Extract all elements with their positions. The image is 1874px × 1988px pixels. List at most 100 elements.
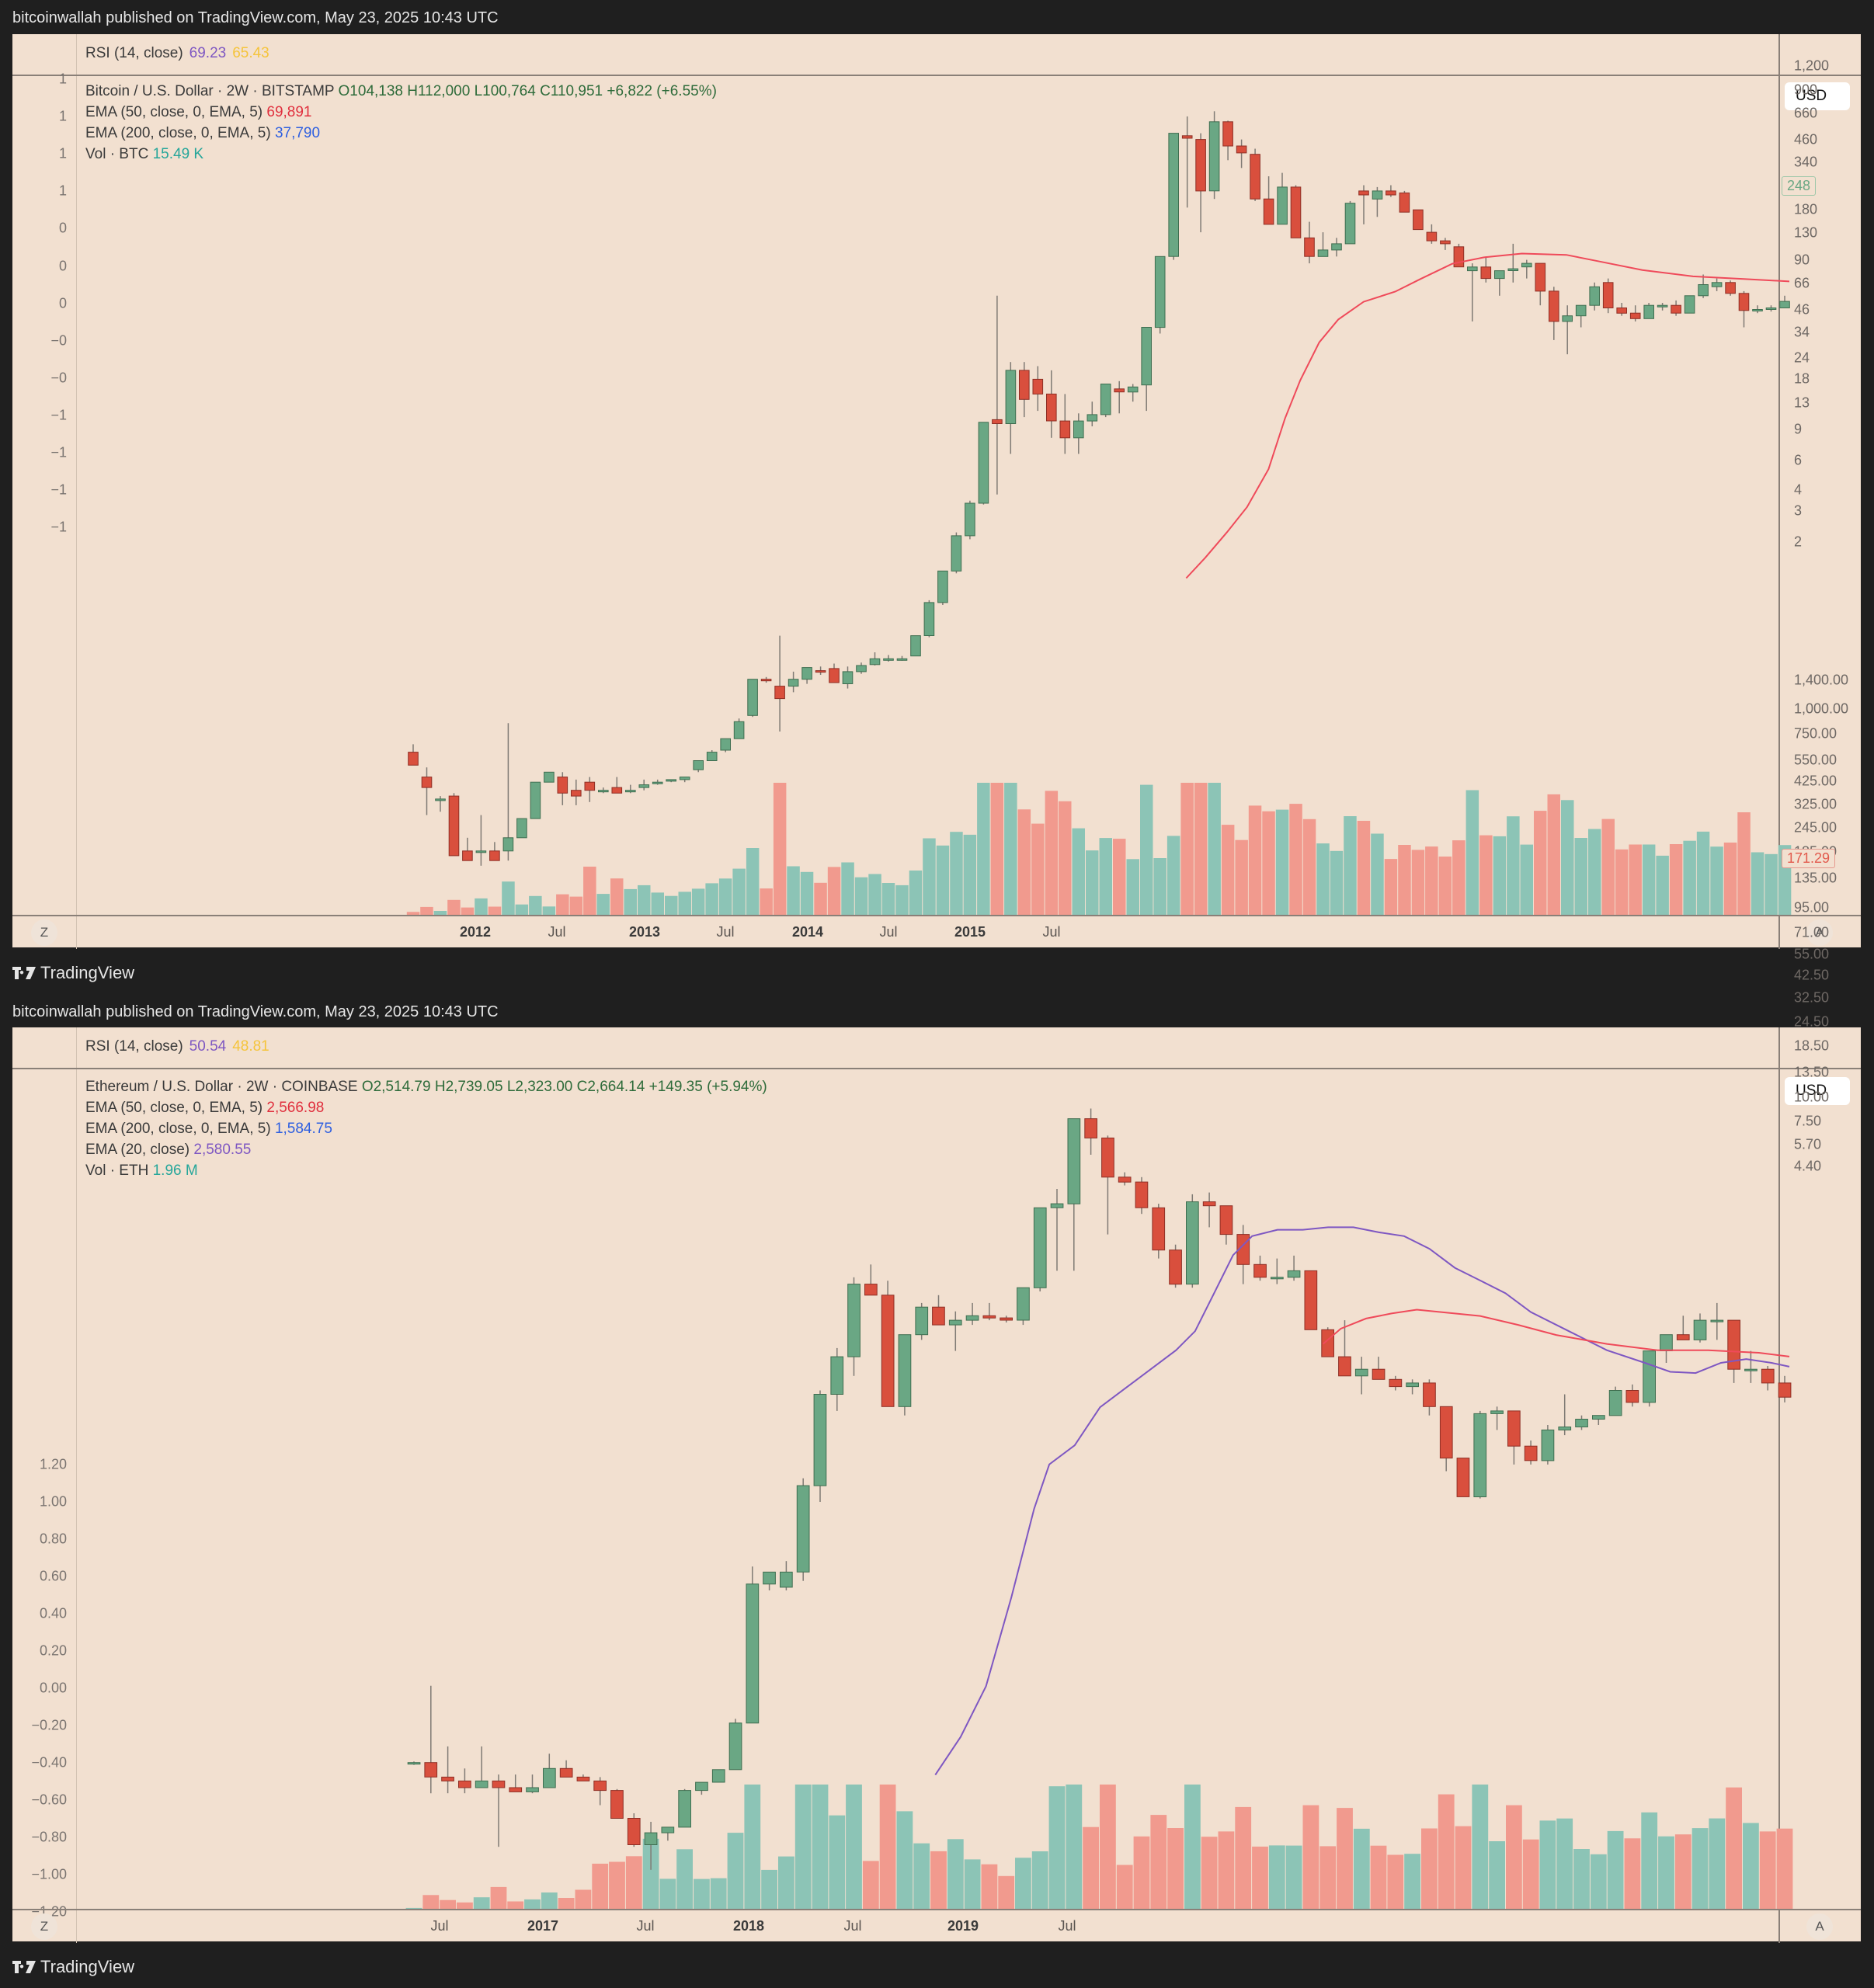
volume-bar [1669, 844, 1683, 915]
candle-body [1575, 1419, 1588, 1427]
volume-bar [773, 783, 787, 915]
volume-bar [718, 878, 732, 915]
volume-bar [1561, 800, 1574, 915]
left-axis-tick: 1 [58, 145, 67, 162]
volume-bar [1438, 1794, 1455, 1909]
candle-body [1005, 370, 1017, 424]
candle-body [638, 784, 650, 788]
candle-body [1549, 290, 1559, 322]
indicator-volume[interactable]: Vol · BTC 15.49 K [85, 144, 717, 165]
currency-button[interactable]: USD [1785, 1077, 1850, 1105]
symbol-line[interactable]: Ethereum / U.S. Dollar · 2W · COINBASE O… [85, 1076, 767, 1097]
volume-bar [1398, 845, 1411, 915]
time-axis-label: 2017 [527, 1918, 559, 1934]
candlestick-plot[interactable] [12, 1027, 1793, 1909]
volume-bar [868, 874, 881, 915]
zoom-reset-button[interactable]: Z [31, 919, 57, 946]
left-axis[interactable]: 1 1 1 1 0 0 0 −0 −0 −1 −1 −1 −1 [12, 71, 77, 915]
rsi-value: 69.23 [189, 45, 227, 61]
volume-bar [502, 881, 515, 915]
candle-body [1413, 209, 1424, 231]
candlestick-plot[interactable] [12, 34, 1792, 915]
left-axis[interactable]: 1.20 1.00 0.80 0.60 0.40 0.20 0.00 −0.20 −0.40 −0… [12, 1069, 77, 1920]
price-axis-tick: 95.00 [1794, 899, 1830, 916]
volume-bar [1099, 838, 1112, 915]
candle-body [1152, 1207, 1166, 1251]
volume-bar [862, 1861, 879, 1909]
volume-bar [461, 907, 475, 915]
volume-bar [1539, 1820, 1556, 1909]
candle-body [801, 667, 812, 680]
candle-body [1202, 1201, 1216, 1207]
ohlc-high: H112,000 [407, 83, 471, 99]
volume-bar [812, 1785, 829, 1909]
time-axis[interactable]: Z A Jul 2017 Jul 2018 Jul 2019 Jul [12, 1909, 1861, 1943]
volume-bar [1184, 1785, 1201, 1909]
candle-body [666, 779, 677, 782]
candle-body [475, 1780, 488, 1788]
candle-body [881, 1295, 895, 1407]
candle-body [1439, 1406, 1453, 1459]
rsi-right-axis [1778, 1027, 1861, 1068]
volume-bar [490, 1886, 507, 1909]
candle-body [1154, 255, 1166, 328]
volume-bar [1726, 1787, 1742, 1909]
zoom-reset-button[interactable]: Z [31, 1913, 57, 1940]
auto-scale-button[interactable]: A [1806, 1913, 1833, 1940]
candle-body [1222, 121, 1233, 147]
volume-bar [881, 883, 895, 915]
candle-body [1440, 240, 1451, 245]
price-axis-tick: 13.50 [1794, 1064, 1830, 1080]
candle-body [652, 781, 663, 784]
candle-body [1616, 308, 1627, 314]
indicator-volume[interactable]: Vol · ETH 1.96 M [85, 1160, 767, 1181]
volume-bar [990, 783, 1004, 915]
volume-bar [1522, 1839, 1539, 1909]
price-axis-tick: 180 [1794, 201, 1818, 217]
candle-body [728, 1722, 742, 1771]
price-axis[interactable]: USD 1,200 900 660 460 340 180 130 90 66 46 34 24 18 1… [1778, 58, 1861, 915]
candle-body [883, 658, 894, 661]
currency-button[interactable]: USD [1785, 82, 1850, 110]
auto-scale-button[interactable]: A [1806, 919, 1833, 946]
rsi-pane: RSI (14, close) 50.54 48.81 [12, 1027, 1861, 1069]
indicator-ema200[interactable]: EMA (200, close, 0, EMA, 5) 1,584.75 [85, 1118, 767, 1139]
candle-body [829, 668, 840, 683]
rsi-ma-value: 65.43 [232, 45, 269, 61]
indicator-ema200[interactable]: EMA (200, close, 0, EMA, 5) 37,790 [85, 123, 717, 144]
volume-bar [827, 867, 841, 915]
candle-body [543, 1767, 556, 1788]
volume-bar [541, 1892, 558, 1909]
brand-name: TradingView [40, 1957, 135, 1976]
candle-body [1181, 135, 1193, 139]
volume-bar [624, 888, 637, 915]
volume-bar [1601, 818, 1615, 915]
candle-body [910, 635, 921, 657]
volume-bar [1737, 812, 1751, 915]
volume-bar [609, 1861, 625, 1909]
candle-body [441, 1776, 454, 1781]
left-axis-tick: 1 [58, 71, 67, 87]
indicator-ema50[interactable]: EMA (50, close, 0, EMA, 5) 69,891 [85, 102, 717, 123]
candle-body [1389, 1378, 1403, 1388]
candle-body [965, 1315, 979, 1321]
candle-body [1046, 393, 1057, 422]
price-axis[interactable]: USD 1,400.00 1,000.00 750.00 550.00 425.00 32… [1778, 673, 1861, 1909]
candle-body [1287, 1270, 1301, 1278]
candle-body [1236, 145, 1247, 154]
volume-bar [406, 912, 420, 915]
candle-body [448, 795, 460, 857]
volume-bar [1116, 1865, 1133, 1909]
price-axis-tick: 18.50 [1794, 1037, 1830, 1054]
volume-bar [1674, 1834, 1691, 1909]
ema50-line [1185, 252, 1790, 579]
volume-bar [760, 888, 773, 915]
indicator-ema20[interactable]: EMA (20, close) 2,580.55 [85, 1139, 767, 1160]
volume-bar [1208, 783, 1221, 915]
btc-chart-panel: RSI (14, close) 69.23 65.43 1 1 1 1 0 0 0 −0 −0 −1 −… [12, 34, 1861, 949]
candle-body [847, 1284, 861, 1357]
volume-bar [1547, 794, 1560, 915]
time-axis[interactable]: Z A 2012 Jul 2013 Jul 2014 Jul 2015 Jul [12, 915, 1861, 949]
indicator-ema50[interactable]: EMA (50, close, 0, EMA, 5) 2,566.98 [85, 1097, 767, 1118]
symbol-line[interactable]: Bitcoin / U.S. Dollar · 2W · BITSTAMP O1… [85, 81, 717, 102]
